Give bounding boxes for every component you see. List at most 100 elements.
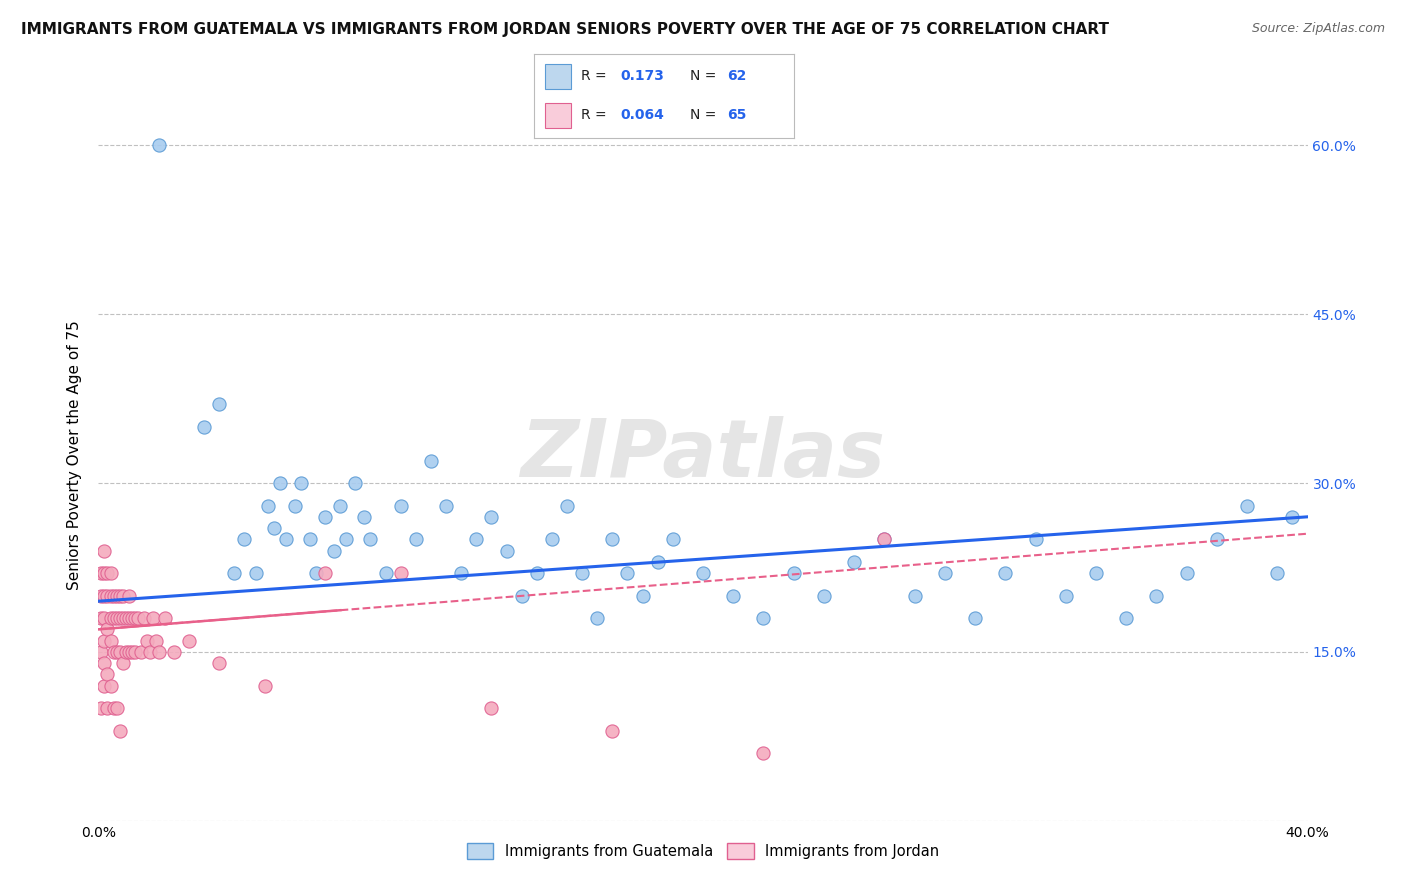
Point bbox=[103, 701, 125, 715]
Point bbox=[90, 566, 112, 580]
Point bbox=[105, 589, 128, 603]
Point bbox=[114, 611, 136, 625]
Point bbox=[163, 645, 186, 659]
Point bbox=[323, 543, 346, 558]
Text: Source: ZipAtlas.com: Source: ZipAtlas.com bbox=[1251, 22, 1385, 36]
Point bbox=[631, 589, 654, 603]
Point bbox=[108, 611, 131, 625]
Point bbox=[114, 645, 136, 659]
Point bbox=[904, 589, 927, 603]
Point bbox=[389, 499, 412, 513]
Point bbox=[132, 611, 155, 625]
Point bbox=[481, 509, 503, 524]
Point bbox=[329, 499, 352, 513]
Point bbox=[93, 679, 115, 693]
Point bbox=[1085, 566, 1108, 580]
Point bbox=[108, 589, 131, 603]
Point bbox=[284, 499, 307, 513]
Point bbox=[526, 566, 548, 580]
Point bbox=[1206, 533, 1229, 547]
Point bbox=[723, 589, 745, 603]
Point bbox=[1236, 499, 1258, 513]
Point bbox=[90, 645, 112, 659]
Point bbox=[1175, 566, 1198, 580]
Point bbox=[1281, 509, 1303, 524]
Point bbox=[274, 533, 297, 547]
Point bbox=[103, 611, 125, 625]
Point bbox=[96, 701, 118, 715]
Point bbox=[90, 701, 112, 715]
Point bbox=[420, 453, 443, 467]
Text: R =: R = bbox=[581, 109, 612, 122]
Point bbox=[555, 499, 578, 513]
Point bbox=[93, 633, 115, 648]
Text: ZIPatlas: ZIPatlas bbox=[520, 416, 886, 494]
Point bbox=[1267, 566, 1289, 580]
Point bbox=[602, 533, 624, 547]
Point bbox=[405, 533, 427, 547]
Point bbox=[344, 476, 367, 491]
Point bbox=[121, 645, 143, 659]
Point bbox=[90, 589, 112, 603]
Point bbox=[100, 679, 122, 693]
Point bbox=[96, 667, 118, 681]
Text: 0.064: 0.064 bbox=[620, 109, 664, 122]
Point bbox=[100, 633, 122, 648]
Point bbox=[105, 701, 128, 715]
Point bbox=[93, 589, 115, 603]
Point bbox=[873, 533, 896, 547]
Point bbox=[510, 589, 533, 603]
Point bbox=[103, 645, 125, 659]
Point bbox=[142, 611, 165, 625]
Point bbox=[103, 589, 125, 603]
Point bbox=[314, 566, 336, 580]
Point bbox=[934, 566, 956, 580]
Bar bbox=[544, 103, 571, 128]
Point bbox=[105, 645, 128, 659]
Point bbox=[193, 419, 215, 434]
Point bbox=[100, 566, 122, 580]
Point bbox=[145, 633, 167, 648]
Point bbox=[586, 611, 609, 625]
Point bbox=[813, 589, 835, 603]
Point bbox=[179, 633, 201, 648]
Point bbox=[752, 611, 775, 625]
Point bbox=[93, 566, 115, 580]
Point bbox=[224, 566, 246, 580]
Point bbox=[208, 397, 231, 411]
Point bbox=[93, 543, 115, 558]
Point bbox=[93, 656, 115, 670]
Point bbox=[127, 611, 149, 625]
Point bbox=[118, 611, 141, 625]
Text: N =: N = bbox=[690, 70, 721, 83]
Point bbox=[1024, 533, 1046, 547]
Point bbox=[571, 566, 593, 580]
Point bbox=[616, 566, 638, 580]
Text: IMMIGRANTS FROM GUATEMALA VS IMMIGRANTS FROM JORDAN SENIORS POVERTY OVER THE AGE: IMMIGRANTS FROM GUATEMALA VS IMMIGRANTS … bbox=[21, 22, 1109, 37]
Point bbox=[153, 611, 176, 625]
Point bbox=[540, 533, 562, 547]
Point bbox=[1054, 589, 1077, 603]
Point bbox=[305, 566, 328, 580]
Point bbox=[360, 533, 382, 547]
Point bbox=[208, 656, 231, 670]
Point bbox=[314, 509, 336, 524]
Point bbox=[253, 679, 276, 693]
Point bbox=[290, 476, 312, 491]
Legend: Immigrants from Guatemala, Immigrants from Jordan: Immigrants from Guatemala, Immigrants fr… bbox=[461, 837, 945, 864]
Text: 0.173: 0.173 bbox=[620, 70, 664, 83]
Point bbox=[994, 566, 1017, 580]
Point bbox=[495, 543, 517, 558]
Text: R =: R = bbox=[581, 70, 612, 83]
Point bbox=[602, 723, 624, 738]
Point bbox=[783, 566, 806, 580]
Point bbox=[111, 611, 134, 625]
Point bbox=[434, 499, 457, 513]
Text: 62: 62 bbox=[727, 70, 747, 83]
Point bbox=[844, 555, 866, 569]
Point bbox=[96, 566, 118, 580]
Point bbox=[124, 611, 146, 625]
Point bbox=[111, 589, 134, 603]
Point bbox=[389, 566, 412, 580]
Point bbox=[873, 533, 896, 547]
